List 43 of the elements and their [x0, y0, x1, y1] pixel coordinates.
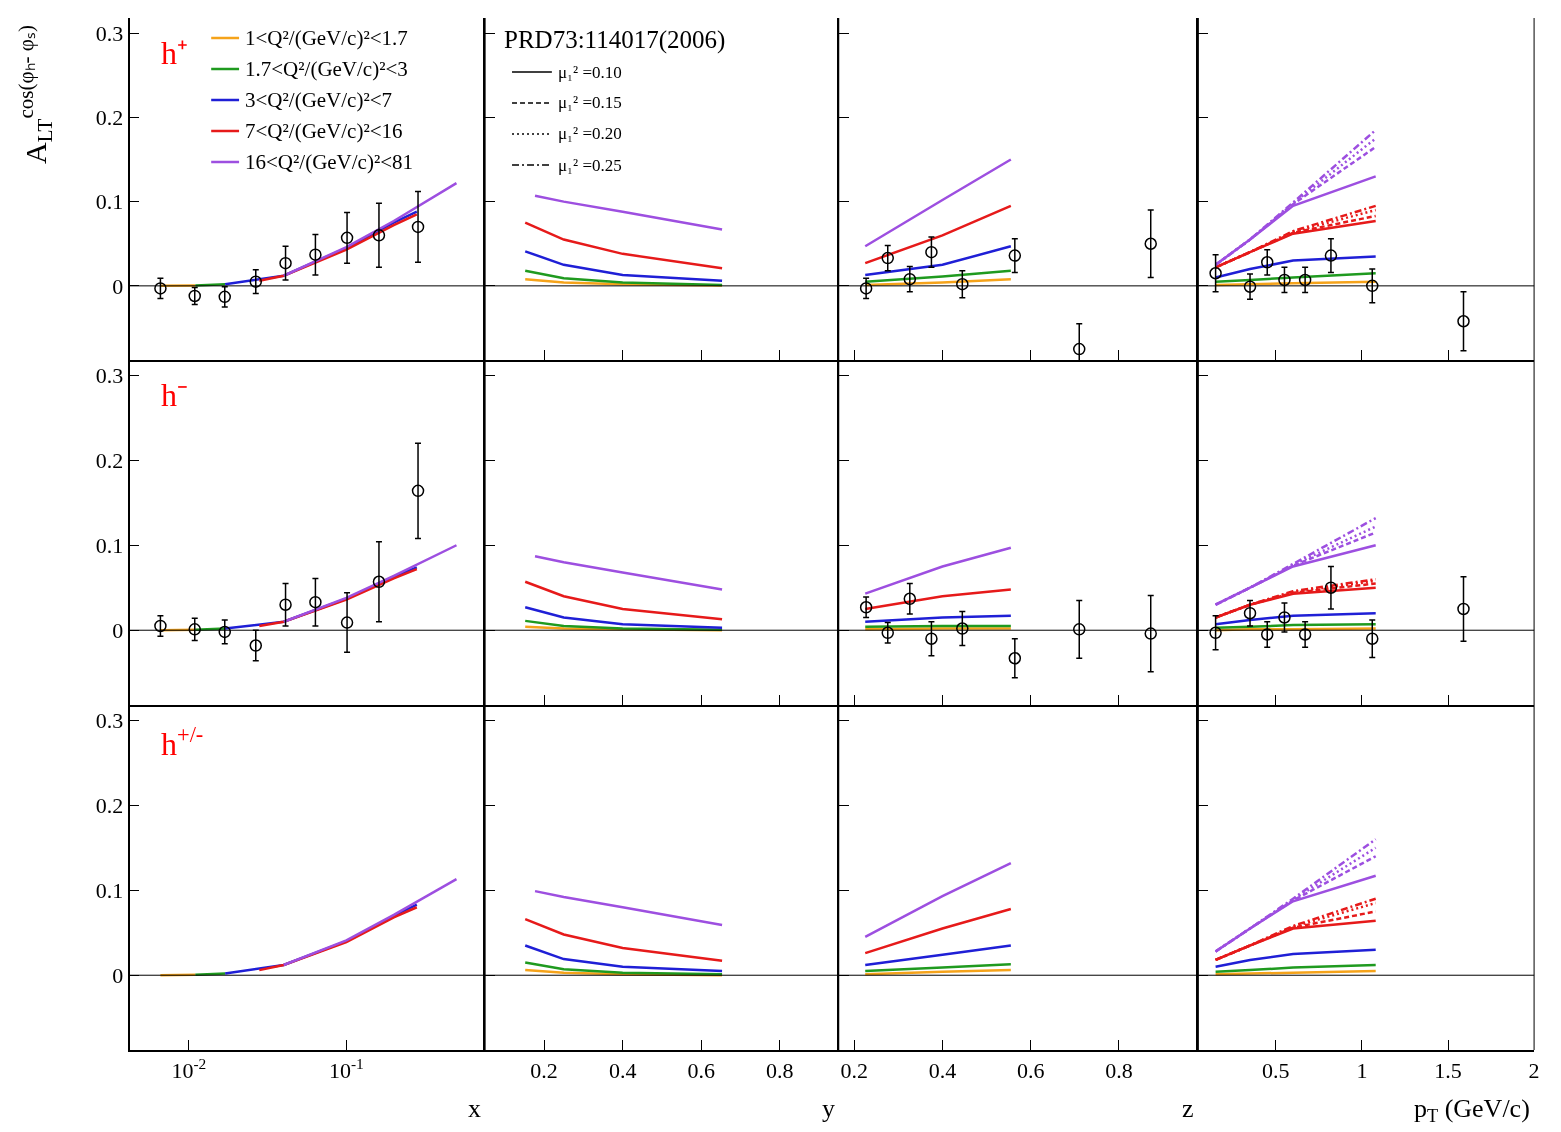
annotation: h⁺ — [161, 35, 188, 71]
y-tick-label: 0.2 — [95, 792, 124, 818]
x-tick-label: 10$^{-1}$ — [328, 1054, 364, 1084]
x-tick-label: 0.5 — [1262, 1058, 1290, 1084]
y-tick-label: 0.2 — [95, 105, 124, 131]
legend-title: PRD73:114017(2006) — [504, 26, 726, 54]
y-tick-label: 0.3 — [95, 708, 124, 733]
y-tick-label: 0 — [112, 273, 124, 299]
y-tick-label: 0.1 — [95, 189, 124, 215]
legend-label: μ₁² =0.10 — [558, 63, 622, 82]
legend-label: 7<Q²/(GeV/c)²<16 — [245, 119, 403, 143]
legend-label: μ₁² =0.15 — [558, 93, 622, 112]
legend-label: 1.7<Q²/(GeV/c)²<3 — [245, 57, 408, 81]
x-tick-label: 2 — [1528, 1058, 1540, 1084]
legend-label: 1<Q²/(GeV/c)²<1.7 — [245, 26, 408, 50]
legend-label: μ₁² =0.25 — [558, 156, 622, 175]
x-axis-title: z — [1182, 1094, 1194, 1123]
x-tick-label: 0.8 — [766, 1058, 794, 1084]
x-tick-label: 1.5 — [1434, 1058, 1462, 1084]
x-axis-title: y — [822, 1094, 835, 1123]
y-tick-label: 0.1 — [95, 532, 124, 558]
y-tick-label: 0 — [112, 617, 124, 643]
x-axis-title: p$_{T}$ (GeV/c) — [1414, 1094, 1530, 1127]
x-tick-label: 0.2 — [530, 1058, 558, 1084]
legend-label: 16<Q²/(GeV/c)²<81 — [245, 150, 414, 174]
x-tick-label: 10$^{-2}$ — [171, 1054, 207, 1084]
y-tick-label: 0.2 — [95, 447, 124, 473]
x-tick-label: 0.8 — [1105, 1058, 1133, 1084]
annotation: h$^{+/-}$ — [161, 722, 204, 763]
y-tick-label: 0 — [112, 962, 124, 988]
annotation: h⁻ — [161, 377, 188, 413]
x-tick-label: 0.6 — [1016, 1058, 1045, 1084]
y-tick-label: 0.3 — [95, 363, 124, 388]
x-tick-label: 1 — [1356, 1058, 1368, 1084]
y-tick-label: 0.1 — [95, 877, 124, 903]
x-tick-label: 0.2 — [840, 1058, 868, 1084]
x-tick-label: 0.4 — [928, 1058, 957, 1084]
legend-label: μ₁² =0.20 — [558, 124, 622, 143]
x-tick-label: 0.6 — [687, 1058, 715, 1084]
x-axis-title: x — [468, 1094, 481, 1123]
y-tick-label: 0.3 — [95, 20, 124, 46]
x-tick-label: 0.4 — [608, 1058, 637, 1084]
legend-label: 3<Q²/(GeV/c)²<7 — [245, 88, 393, 112]
